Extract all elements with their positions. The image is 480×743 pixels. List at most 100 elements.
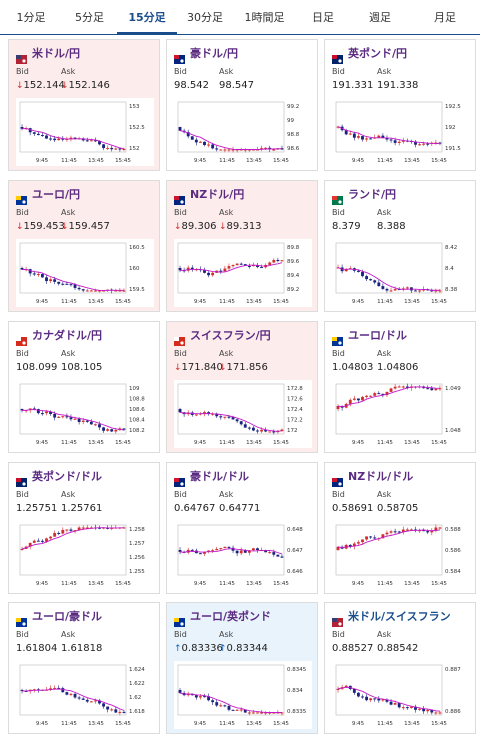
candlestick-chart[interactable]: 109 108.8 108.6 108.4 108.2 9:45 11:45 13:45 15:… xyxy=(16,380,154,448)
candle-body xyxy=(227,546,231,548)
tab-2[interactable]: 15分足 xyxy=(117,0,177,35)
currency-card[interactable]: NZドル/円 Bid Ask ↓89.306 ↓89.313 89.8 89.6 8… xyxy=(166,180,318,312)
y-tick-label: 172.2 xyxy=(287,418,303,424)
tab-3[interactable]: 30分足 xyxy=(187,11,223,24)
candle-body xyxy=(377,282,381,287)
moving-average-line xyxy=(179,411,282,432)
candle-body xyxy=(239,149,243,151)
ask-label: Ask xyxy=(219,630,234,639)
tab-5[interactable]: 日足 xyxy=(312,11,334,24)
currency-card[interactable]: 豪ドル/円 Bid Ask 98.542 98.547 99.2 99 98.8 98… xyxy=(166,39,318,171)
moving-average-line xyxy=(337,529,441,549)
bid-value: 191.331 xyxy=(332,80,374,91)
currency-card[interactable]: ユーロ/英ポンド Bid Ask ↑0.83336 ↑0.83344 0.834… xyxy=(166,602,318,734)
candle-body xyxy=(280,556,284,558)
candlestick-chart[interactable]: 89.8 89.6 89.4 89.2 9:45 11:45 13:45 15:45 xyxy=(174,239,312,307)
moving-average-line xyxy=(179,548,283,555)
pair-title[interactable]: ランド/円 xyxy=(348,188,397,201)
pair-title[interactable]: 英ポンド/ドル xyxy=(32,470,103,483)
candle-body xyxy=(223,268,227,272)
tab-4[interactable]: 1時間足 xyxy=(244,11,285,24)
currency-card[interactable]: NZドル/ドル Bid Ask 0.58691 0.58705 0.588 0.5… xyxy=(324,462,476,594)
pair-title[interactable]: 豪ドル/円 xyxy=(190,47,239,60)
pair-title[interactable]: ユーロ/円 xyxy=(32,188,81,201)
pair-title[interactable]: 米ドル/円 xyxy=(32,47,81,60)
currency-card[interactable]: 豪ドル/ドル Bid Ask 0.64767 0.64771 0.648 0.64… xyxy=(166,462,318,594)
candle-body xyxy=(393,289,397,291)
y-tick-label: 1.256 xyxy=(129,555,145,561)
candle-body xyxy=(98,290,101,292)
candlestick-chart[interactable]: 0.887 0.886 9:45 11:45 13:45 15:45 xyxy=(332,661,470,729)
card-header: NZドル/円 xyxy=(174,187,245,205)
tab-6[interactable]: 週足 xyxy=(369,11,391,24)
pair-title[interactable]: 米ドル/スイスフラン xyxy=(348,610,451,623)
pair-title[interactable]: NZドル/円 xyxy=(190,188,245,201)
candle-body xyxy=(77,287,81,290)
candle-body xyxy=(272,552,276,555)
currency-card[interactable]: スイスフラン/円 Bid Ask ↓171.840 ↓171.856 172.8… xyxy=(166,321,318,453)
candle-body xyxy=(98,424,101,428)
candlestick-chart[interactable]: 8.42 8.4 8.38 9:45 11:45 13:45 15:45 xyxy=(332,239,470,307)
pair-title[interactable]: ユーロ/豪ドル xyxy=(32,610,103,623)
moving-average-line xyxy=(179,692,282,713)
pair-title[interactable]: 豪ドル/ドル xyxy=(190,470,250,483)
candle-body xyxy=(418,144,422,146)
candle-body xyxy=(110,147,114,150)
candle-body xyxy=(186,132,190,137)
candle-body xyxy=(377,698,381,701)
y-tick-label: 172.4 xyxy=(287,407,303,413)
candle-body xyxy=(219,548,223,550)
gb-jp-flag-icon xyxy=(332,49,343,64)
candle-body xyxy=(397,289,401,291)
currency-card[interactable]: 米ドル/スイスフラン Bid Ask 0.88527 0.88542 0.887… xyxy=(324,602,476,734)
candlestick-chart[interactable]: 0.588 0.586 0.584 9:45 11:45 13:45 15:45 xyxy=(332,521,470,589)
candle-body xyxy=(239,263,243,265)
tab-7[interactable]: 月足 xyxy=(434,11,456,24)
candle-body xyxy=(85,699,89,702)
candlestick-chart[interactable]: 192.5 192 191.5 9:45 11:45 13:45 15:45 xyxy=(332,98,470,166)
currency-card[interactable]: カナダドル/円 Bid Ask 108.099 108.105 109 108.8… xyxy=(8,321,160,453)
candlestick-chart[interactable]: 160.5 160 159.5 9:45 11:45 13:45 15:45 xyxy=(16,239,154,307)
currency-card[interactable]: ユーロ/円 Bid Ask ↓159.453 ↓159.457 160.5 160… xyxy=(8,180,160,312)
card-header: ランド/円 xyxy=(332,187,397,205)
candle-body xyxy=(122,290,126,292)
candle-body xyxy=(251,427,255,431)
currency-card[interactable]: 英ポンド/円 Bid Ask 191.331 191.338 192.5 192 1… xyxy=(324,39,476,171)
x-tick-label: 13:45 xyxy=(404,581,420,587)
currency-card[interactable]: ユーロ/豪ドル Bid Ask 1.61804 1.61818 1.624 1.6… xyxy=(8,602,160,734)
candle-body xyxy=(215,148,219,150)
y-tick-label: 89.2 xyxy=(287,287,299,293)
candle-body xyxy=(385,137,389,140)
y-tick-label: 89.8 xyxy=(287,245,300,251)
pair-title[interactable]: ユーロ/ドル xyxy=(348,329,408,342)
candlestick-chart[interactable]: 0.8345 0.834 0.8335 9:45 11:45 13:45 15:45 xyxy=(174,661,312,729)
candlestick-chart[interactable]: 153 152.5 152 9:45 11:45 13:45 15:45 xyxy=(16,98,154,166)
candle-body xyxy=(352,133,356,138)
y-tick-label: 99.2 xyxy=(287,104,299,110)
pair-title[interactable]: カナダドル/円 xyxy=(32,329,103,342)
y-tick-label: 1.049 xyxy=(445,386,461,392)
currency-card[interactable]: ランド/円 Bid Ask 8.379 8.388 8.42 8.4 8.38 9:4… xyxy=(324,180,476,312)
pair-title[interactable]: ユーロ/英ポンド xyxy=(190,610,272,623)
candlestick-chart[interactable]: 172.8 172.6 172.4 172.2 172 9:45 11:45 13:45 15:… xyxy=(174,380,312,448)
candle-body xyxy=(122,148,126,150)
currency-card[interactable]: ユーロ/ドル Bid Ask 1.04803 1.04806 1.049 1.04… xyxy=(324,321,476,453)
tab-0[interactable]: 1分足 xyxy=(16,11,46,24)
candle-body xyxy=(93,700,97,702)
currency-card[interactable]: 英ポンド/ドル Bid Ask 1.25751 1.25761 1.258 1.2… xyxy=(8,462,160,594)
candle-body xyxy=(381,699,385,701)
pair-title[interactable]: 英ポンド/円 xyxy=(348,47,408,60)
candle-body xyxy=(430,530,434,533)
candlestick-chart[interactable]: 1.624 1.622 1.62 1.618 9:45 11:45 13:45 15:45 xyxy=(16,661,154,729)
candle-body xyxy=(276,554,280,557)
pair-title[interactable]: NZドル/ドル xyxy=(348,470,414,483)
currency-card[interactable]: 米ドル/円 Bid Ask ↓152.144 ↓152.146 153 152.5… xyxy=(8,39,160,171)
candlestick-chart[interactable]: 99.2 99 98.8 98.6 9:45 11:45 13:45 15:45 xyxy=(174,98,312,166)
candle-body xyxy=(81,420,85,422)
pair-title[interactable]: スイスフラン/円 xyxy=(190,329,271,342)
candle-body xyxy=(260,267,264,269)
candlestick-chart[interactable]: 1.258 1.257 1.256 1.255 9:45 11:45 13:45 15:45 xyxy=(16,521,154,589)
tab-1[interactable]: 5分足 xyxy=(75,11,104,24)
candlestick-chart[interactable]: 1.049 1.048 9:45 11:45 13:45 15:45 xyxy=(332,380,470,448)
candlestick-chart[interactable]: 0.648 0.647 0.646 9:45 11:45 13:45 15:45 xyxy=(174,521,312,589)
